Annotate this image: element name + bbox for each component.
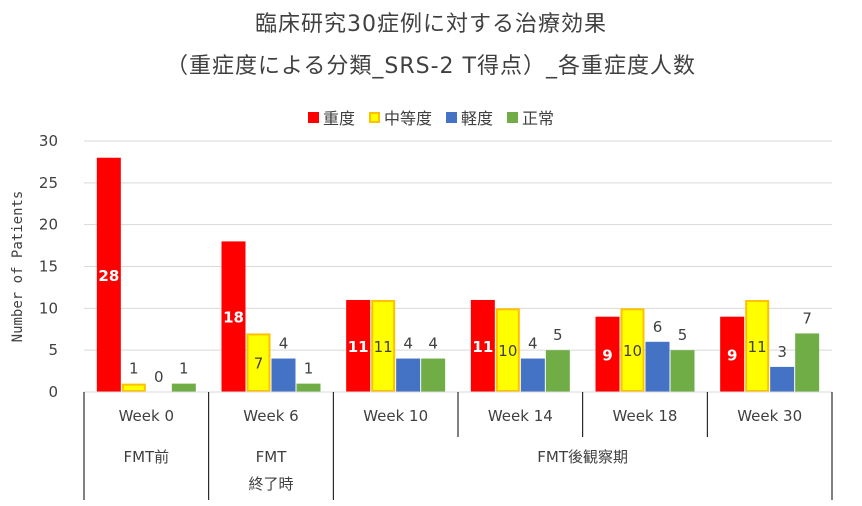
data-label: 1 <box>179 360 189 378</box>
legend-label: 軽度 <box>461 109 494 128</box>
y-tick-label: 10 <box>39 299 58 317</box>
data-label: 5 <box>553 326 563 344</box>
bar <box>770 366 795 392</box>
y-tick-label: 20 <box>39 216 58 234</box>
data-label: 4 <box>428 335 438 353</box>
data-label: 1 <box>304 360 314 378</box>
legend-swatch <box>307 111 319 123</box>
x-tick-label: Week 30 <box>737 407 802 425</box>
bar <box>221 241 246 392</box>
data-label: 6 <box>653 318 663 336</box>
bar <box>421 358 446 392</box>
y-tick-label: 25 <box>39 174 58 192</box>
x-tick-label: Week 0 <box>119 407 174 425</box>
data-label: 11 <box>472 338 493 356</box>
chart-legend: 重度 中等度 軽度 正常 <box>0 105 862 129</box>
bar <box>246 333 271 392</box>
legend-label: 重度 <box>322 109 355 128</box>
data-label: 4 <box>528 335 538 353</box>
legend-item: 重度 <box>307 105 355 129</box>
legend-item: 正常 <box>507 105 554 129</box>
bar <box>396 358 421 392</box>
bar <box>595 316 620 392</box>
legend-label: 正常 <box>522 109 555 128</box>
data-label: 11 <box>374 338 393 356</box>
data-label: 0 <box>154 368 164 386</box>
legend-swatch <box>368 111 380 123</box>
data-label: 10 <box>498 342 517 360</box>
x-group-label: FMT前 <box>123 448 169 466</box>
chart-title: 臨床研究30症例に対する治療効果 <box>255 12 607 37</box>
bar <box>745 299 770 393</box>
bar <box>296 383 321 392</box>
data-label: 11 <box>748 338 767 356</box>
bar <box>520 358 545 392</box>
data-label: 9 <box>602 346 612 364</box>
bar <box>96 157 121 392</box>
bar <box>495 308 520 393</box>
data-label: 5 <box>678 326 688 344</box>
bar <box>121 383 146 392</box>
data-label: 28 <box>98 267 119 285</box>
legend-swatch <box>446 111 457 123</box>
y-tick-label: 0 <box>48 383 58 401</box>
y-axis-label: Number of Patients <box>10 191 26 343</box>
bar <box>795 333 820 392</box>
bar <box>545 350 570 392</box>
x-tick-label: Week 14 <box>488 407 553 425</box>
data-label: 10 <box>623 342 642 360</box>
x-group-label: 終了時 <box>248 475 293 493</box>
data-label: 7 <box>802 309 812 327</box>
bar <box>346 299 371 392</box>
bar <box>670 350 695 392</box>
bar <box>371 299 396 393</box>
x-tick-label: Week 18 <box>613 407 678 425</box>
y-tick-label: 15 <box>39 258 58 276</box>
x-tick-label: Week 6 <box>243 407 298 425</box>
bar <box>271 358 296 392</box>
x-group-label: FMT後観察期 <box>537 448 628 466</box>
data-label: 7 <box>254 355 264 373</box>
data-label: 11 <box>348 338 369 356</box>
legend-swatch <box>507 111 519 123</box>
data-label: 4 <box>403 335 413 353</box>
data-label: 3 <box>777 343 787 361</box>
legend-item: 中等度 <box>368 105 432 129</box>
data-label: 18 <box>223 309 244 327</box>
bar <box>645 341 670 392</box>
x-group-label: FMT <box>256 448 288 466</box>
y-tick-label: 5 <box>48 341 58 359</box>
bar <box>470 299 495 392</box>
legend-item: 軽度 <box>446 105 493 129</box>
bar <box>720 316 745 392</box>
chart-subtitle: （重症度による分類_SRS-2 T得点）_各重症度人数 <box>166 54 696 79</box>
bar <box>171 383 196 392</box>
data-label: 9 <box>727 346 737 364</box>
legend-label: 中等度 <box>383 109 432 128</box>
x-tick-label: Week 10 <box>363 407 428 425</box>
data-label: 4 <box>279 335 289 353</box>
y-tick-label: 30 <box>39 132 58 150</box>
data-label: 1 <box>129 360 139 378</box>
bar <box>620 308 645 393</box>
